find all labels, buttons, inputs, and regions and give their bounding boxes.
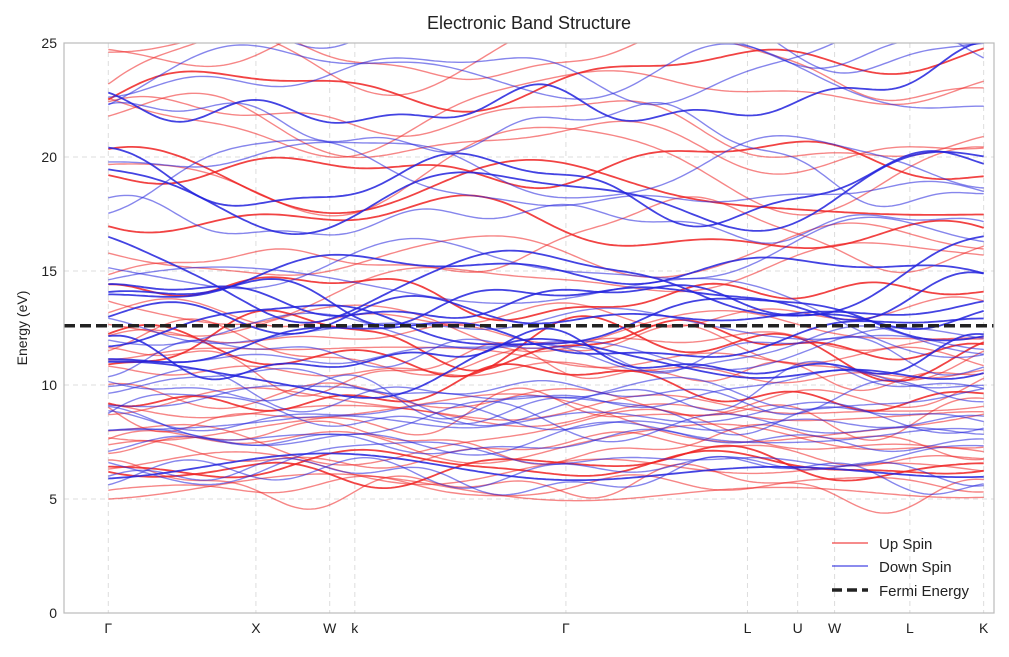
- band-line-down: [108, 283, 984, 330]
- band-line-up: [107, 47, 984, 113]
- band-line-down: [108, 101, 984, 208]
- band-line-down: [108, 456, 984, 489]
- band-line-down: [108, 216, 984, 290]
- band-line-up: [108, 304, 984, 353]
- y-axis-label: Energy (eV): [14, 291, 30, 366]
- band-line-down: [108, 294, 984, 335]
- band-line-down: [108, 307, 984, 351]
- band-line-down: [108, 194, 984, 244]
- band-line-down: [108, 151, 984, 236]
- legend: Up Spin Down Spin Fermi Energy: [832, 536, 970, 600]
- x-tick-label: X: [251, 620, 261, 636]
- band-line-up: [107, 43, 984, 102]
- band-line-up: [108, 196, 984, 276]
- band-line-down: [108, 43, 984, 124]
- band-line-down: [108, 441, 984, 486]
- x-tick-label: K: [979, 620, 989, 636]
- band-line-up: [108, 92, 984, 175]
- band-line-down: [108, 235, 984, 324]
- y-tick-label: 25: [41, 35, 57, 51]
- band-line-up: [108, 126, 984, 217]
- band-line-down: [108, 271, 984, 327]
- band-line-down: [108, 368, 984, 416]
- band-line-down: [108, 376, 984, 427]
- band-line-up: [108, 95, 984, 158]
- y-tick-label: 15: [41, 263, 57, 279]
- band-line-down: [108, 266, 984, 359]
- band-line-up: [108, 473, 984, 502]
- band-line-down: [108, 43, 985, 106]
- band-line-down: [292, 43, 984, 69]
- bands: [107, 43, 985, 514]
- legend-label-down: Down Spin: [879, 559, 952, 576]
- chart-title: Electronic Band Structure: [427, 13, 631, 33]
- legend-label-up: Up Spin: [879, 536, 932, 553]
- y-tick-label: 10: [41, 377, 57, 393]
- x-tick-label: U: [793, 620, 803, 636]
- band-line-down: [108, 146, 984, 228]
- x-tick-label: Γ: [562, 620, 570, 636]
- band-line-up: [108, 194, 984, 249]
- band-line-down: [108, 452, 984, 482]
- x-tick-label: W: [323, 620, 337, 636]
- y-tick-label: 5: [49, 491, 57, 507]
- band-line-up: [108, 474, 984, 497]
- band-line-down: [108, 401, 984, 434]
- band-line-up: [107, 387, 984, 442]
- band-line-down: [108, 400, 984, 443]
- legend-label-fermi: Fermi Energy: [879, 583, 970, 600]
- band-line-down: [107, 43, 984, 109]
- band-line-up: [108, 70, 984, 159]
- y-axis-ticks: 0 5 10 15 20 25: [41, 35, 57, 621]
- band-line-down: [108, 134, 984, 199]
- band-line-up: [108, 459, 984, 514]
- band-line-up: [108, 444, 984, 489]
- band-line-down: [108, 317, 984, 364]
- band-line-down: [776, 43, 984, 74]
- grid: [64, 42, 994, 614]
- band-line-down: [108, 253, 984, 298]
- band-line-down: [108, 312, 984, 371]
- band-line-down: [108, 139, 984, 214]
- x-tick-label: L: [744, 620, 752, 636]
- x-tick-label: k: [351, 620, 359, 636]
- x-tick-label: W: [828, 620, 842, 636]
- band-line-up: [108, 361, 984, 384]
- band-line-down: [108, 421, 984, 456]
- x-tick-label: L: [906, 620, 914, 636]
- band-line-down: [108, 455, 984, 496]
- x-tick-label: Γ: [104, 620, 112, 636]
- band-line-down: [108, 327, 984, 381]
- band-line-up: [108, 43, 283, 68]
- band-line-up: [108, 276, 984, 322]
- band-line-up: [108, 377, 985, 417]
- band-line-up: [108, 403, 984, 428]
- y-tick-label: 0: [49, 605, 57, 621]
- band-line-down: [108, 338, 984, 399]
- band-line-up: [108, 423, 984, 465]
- y-tick-label: 20: [41, 149, 57, 165]
- plot-frame: [63, 42, 995, 614]
- band-line-down: [108, 402, 984, 432]
- band-line-down: [108, 428, 984, 455]
